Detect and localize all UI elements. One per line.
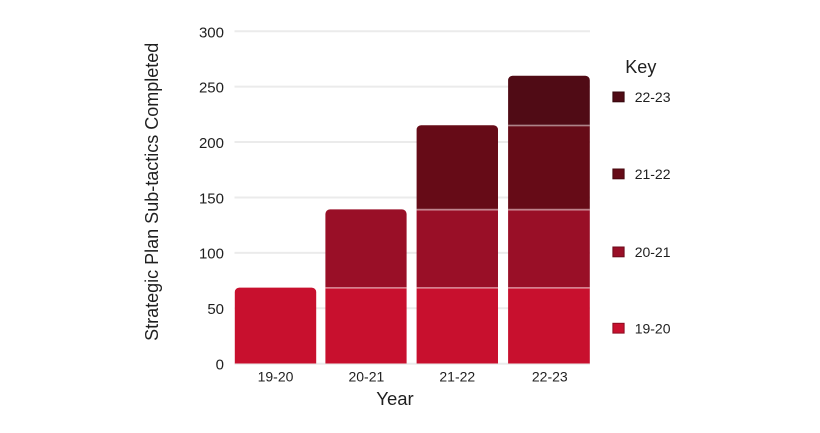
svg-text:250: 250 [199, 80, 224, 97]
svg-text:22-23: 22-23 [635, 89, 671, 105]
svg-text:200: 200 [199, 135, 224, 152]
svg-text:21-22: 21-22 [439, 369, 475, 385]
svg-text:300: 300 [199, 24, 224, 41]
svg-text:19-20: 19-20 [635, 321, 671, 337]
svg-text:0: 0 [216, 356, 224, 373]
svg-text:20-21: 20-21 [635, 244, 671, 260]
svg-text:19-20: 19-20 [258, 369, 294, 385]
svg-text:Strategic Plan Sub-tactics Com: Strategic Plan Sub-tactics Completed [142, 43, 162, 341]
svg-text:22-23: 22-23 [532, 369, 568, 385]
svg-text:Key: Key [625, 57, 656, 77]
svg-text:100: 100 [199, 246, 224, 263]
svg-text:21-22: 21-22 [635, 166, 671, 182]
svg-text:50: 50 [207, 301, 224, 318]
svg-text:20-21: 20-21 [348, 369, 384, 385]
svg-text:150: 150 [199, 190, 224, 207]
svg-text:Year: Year [376, 388, 413, 409]
